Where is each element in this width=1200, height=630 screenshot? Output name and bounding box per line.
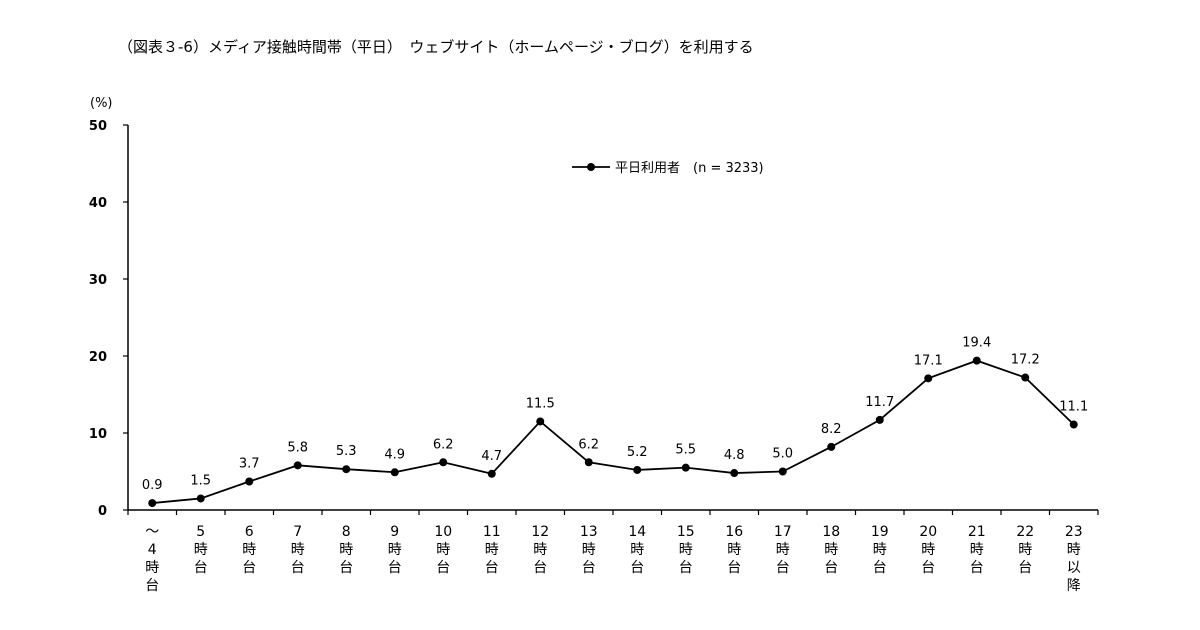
data-point bbox=[390, 468, 399, 477]
data-label: 0.9 bbox=[142, 478, 163, 493]
data-label: 11.5 bbox=[526, 396, 555, 411]
data-label: 19.4 bbox=[962, 336, 991, 351]
legend: 平日利用者 (n = 3233) bbox=[572, 161, 764, 176]
data-label: 4.7 bbox=[481, 449, 502, 464]
x-tick-label: 〜 4 時台 bbox=[145, 524, 159, 594]
y-tick-label: 10 bbox=[89, 427, 107, 442]
data-label: 8.2 bbox=[821, 422, 842, 437]
x-tick-label: 15 時台 bbox=[677, 524, 695, 576]
data-point bbox=[439, 458, 448, 467]
data-point bbox=[924, 374, 933, 383]
data-point bbox=[1021, 373, 1030, 382]
data-point bbox=[1069, 420, 1078, 429]
x-tick-label: 17 時台 bbox=[774, 524, 792, 576]
data-point bbox=[196, 494, 205, 503]
x-tick-label: 18 時台 bbox=[822, 524, 840, 576]
x-tick-label: 9 時台 bbox=[388, 524, 402, 576]
x-tick-label: 12 時台 bbox=[531, 524, 549, 576]
data-label: 4.9 bbox=[384, 447, 405, 462]
data-point bbox=[778, 467, 787, 476]
data-point bbox=[487, 469, 496, 478]
data-label: 4.8 bbox=[724, 448, 745, 463]
y-axis-ticks: (%) 0 10 20 30 40 50 bbox=[89, 96, 128, 519]
data-label: 6.2 bbox=[578, 437, 599, 452]
data-point bbox=[536, 417, 545, 426]
data-label: 17.2 bbox=[1011, 353, 1040, 368]
x-tick-label: 21 時台 bbox=[968, 524, 986, 576]
series-line bbox=[152, 359, 1075, 504]
x-tick-label: 19 時台 bbox=[871, 524, 889, 576]
y-tick-label: 50 bbox=[89, 119, 107, 134]
data-point bbox=[875, 415, 884, 424]
x-tick-label: 23 時以降 bbox=[1065, 524, 1083, 594]
x-tick-label: 13 時台 bbox=[580, 524, 598, 576]
data-point bbox=[972, 356, 981, 365]
x-tick-label: 6 時台 bbox=[242, 524, 256, 576]
y-tick-label: 20 bbox=[89, 350, 107, 365]
x-tick-label: 11 時台 bbox=[483, 524, 501, 576]
data-point bbox=[245, 477, 254, 486]
y-axis-label: (%) bbox=[90, 96, 113, 111]
legend-label: 平日利用者 (n = 3233) bbox=[615, 161, 764, 176]
data-point bbox=[148, 499, 157, 508]
data-point bbox=[633, 465, 642, 474]
x-tick-label: 16 時台 bbox=[725, 524, 743, 576]
data-label: 5.8 bbox=[287, 440, 308, 455]
data-label: 17.1 bbox=[914, 353, 943, 368]
data-point bbox=[730, 469, 739, 478]
data-label: 5.0 bbox=[772, 447, 793, 462]
data-label: 1.5 bbox=[190, 473, 211, 488]
data-label: 5.3 bbox=[336, 444, 357, 459]
chart-title: （図表３-6）メディア接触時間帯（平日） ウェブサイト（ホームページ・ブログ）を… bbox=[118, 38, 754, 56]
data-label: 6.2 bbox=[433, 437, 454, 452]
data-point bbox=[293, 461, 302, 470]
data-point bbox=[681, 463, 690, 472]
x-tick-label: 14 時台 bbox=[628, 524, 646, 576]
data-label: 5.2 bbox=[627, 445, 648, 460]
data-label: 11.1 bbox=[1059, 400, 1088, 415]
x-tick-label: 22 時台 bbox=[1016, 524, 1034, 576]
x-tick-label: 8 時台 bbox=[339, 524, 353, 576]
y-tick-label: 40 bbox=[89, 196, 107, 211]
y-tick-label: 0 bbox=[98, 504, 107, 519]
data-point bbox=[584, 458, 593, 467]
axes bbox=[127, 125, 1098, 511]
x-tick-label: 5 時台 bbox=[194, 524, 208, 576]
x-tick-label: 10 時台 bbox=[434, 524, 452, 576]
data-label: 5.5 bbox=[675, 443, 696, 458]
data-label: 11.7 bbox=[865, 395, 894, 410]
plot-area: 0.9 1.5 3.7 5.8 5.3 4.9 6.2 4.7 11.5 6.2 5.2 5.5 4.8… bbox=[142, 336, 1088, 508]
x-axis-ticks: 〜 4 時台 5 時台 6 時台 7 時台 8 時台 9 時台 10 時台 11 時台 12 時台 13 時台 14 時台 1… bbox=[127, 510, 1099, 594]
x-tick-label: 20 時台 bbox=[919, 524, 937, 576]
data-point bbox=[342, 465, 351, 474]
data-point bbox=[827, 442, 836, 451]
data-label: 3.7 bbox=[239, 457, 260, 472]
y-tick-label: 30 bbox=[89, 273, 107, 288]
x-tick-label: 7 時台 bbox=[291, 524, 305, 576]
legend-marker bbox=[587, 163, 595, 171]
